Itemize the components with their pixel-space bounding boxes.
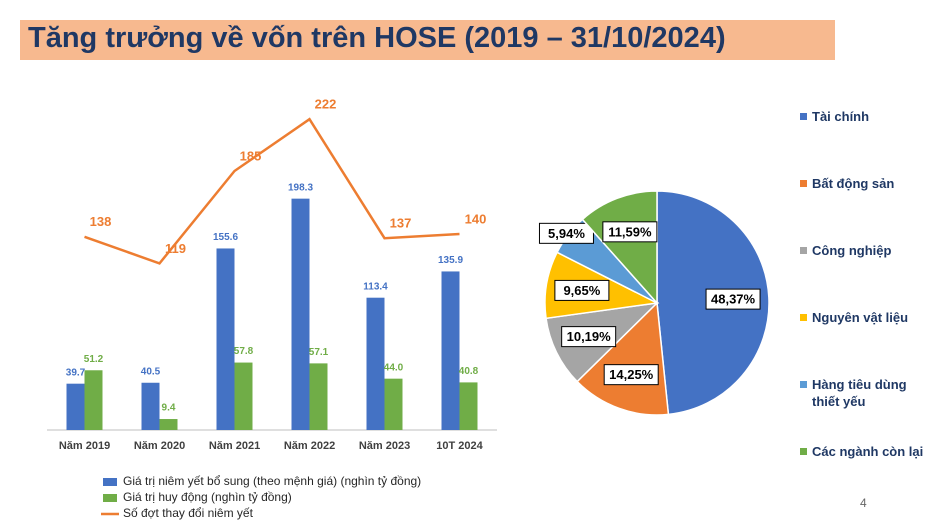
bar xyxy=(84,370,103,430)
pie-label-box xyxy=(603,364,659,386)
legend-marker xyxy=(103,494,117,502)
bar-value-label: 39.7 xyxy=(66,367,86,378)
bar xyxy=(291,198,310,430)
legend-label: Hàng tiêu dùng thiết yếu xyxy=(812,377,907,409)
pie-label-box xyxy=(561,326,617,348)
pie-label: 5,94% xyxy=(548,226,585,241)
bar xyxy=(159,419,178,430)
pie-label: 48,37% xyxy=(711,292,756,307)
x-tick-label: Năm 2019 xyxy=(59,440,110,452)
bar-value-label: 57.1 xyxy=(309,347,329,358)
pie-label: 9,65% xyxy=(563,283,600,298)
pie-label: 11,59% xyxy=(608,224,652,239)
line-value-label: 138 xyxy=(90,214,112,229)
bar xyxy=(366,297,385,430)
pie-label-box xyxy=(705,288,761,310)
line-value-label: 140 xyxy=(465,211,487,226)
bar-value-label: 40.8 xyxy=(459,366,479,377)
legend-marker xyxy=(103,478,117,486)
legend-marker xyxy=(800,448,807,455)
bar-value-label: 113.4 xyxy=(363,281,388,292)
page-number: 4 xyxy=(860,496,867,510)
x-tick-label: 10T 2024 xyxy=(436,440,483,452)
legend-marker xyxy=(800,247,807,254)
legend-marker xyxy=(800,381,807,388)
bar xyxy=(309,363,328,430)
pie-label-box xyxy=(554,279,610,301)
pie-label: 10,19% xyxy=(567,329,612,344)
legend-label: Giá trị niêm yết bổ sung (theo mệnh giá)… xyxy=(123,474,421,488)
slide-title: Tăng trưởng về vốn trên HOSE (2019 – 31/… xyxy=(28,22,726,54)
bar xyxy=(66,383,85,430)
legend-label: Nguyên vật liệu xyxy=(812,310,909,325)
bar-value-label: 198.3 xyxy=(288,182,313,193)
x-tick-label: Năm 2020 xyxy=(134,440,185,452)
x-tick-label: Năm 2021 xyxy=(209,440,260,452)
bar-value-label: 51.2 xyxy=(84,354,104,365)
bar xyxy=(216,248,235,430)
pie-slice xyxy=(576,301,670,416)
legend-label: Công nghiệp xyxy=(812,243,892,258)
legend-label: Giá trị huy động (nghìn tỷ đồng) xyxy=(123,490,292,504)
bar xyxy=(459,382,478,430)
x-tick-label: Năm 2023 xyxy=(359,440,410,452)
bar-value-label: 57.8 xyxy=(234,346,254,357)
bar-value-label: 44.0 xyxy=(384,362,404,373)
bar xyxy=(141,382,160,430)
legend-label: Tài chính xyxy=(812,109,870,124)
pie-label: 14,25% xyxy=(609,367,654,382)
legend-marker xyxy=(800,113,807,120)
title-band xyxy=(20,20,835,60)
legend-label: Các ngành còn lại xyxy=(812,444,924,459)
bar-value-label: 9.4 xyxy=(162,403,176,414)
line-series xyxy=(84,117,460,265)
bar xyxy=(441,271,460,430)
bar-value-label: 155.6 xyxy=(213,232,238,243)
pie-label-box xyxy=(602,221,658,243)
pie-slice xyxy=(581,190,658,305)
bar-value-label: 40.5 xyxy=(141,366,161,377)
legend-label: Số đợt thay đổi niêm yết xyxy=(123,506,254,520)
legend-label: Bất động sản xyxy=(812,176,895,191)
pie-label-box xyxy=(538,222,594,244)
line-value-label: 119 xyxy=(165,241,186,256)
legend-marker xyxy=(800,314,807,321)
line-value-label: 185 xyxy=(240,148,262,163)
legend-marker xyxy=(800,180,807,187)
x-tick-label: Năm 2022 xyxy=(284,440,335,452)
bar xyxy=(234,362,253,430)
bar-value-label: 135.9 xyxy=(438,255,463,266)
line-value-label: 137 xyxy=(390,216,412,231)
bar xyxy=(384,378,403,430)
line-value-label: 222 xyxy=(315,97,337,112)
